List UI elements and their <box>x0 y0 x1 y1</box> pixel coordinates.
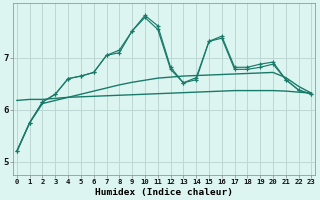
X-axis label: Humidex (Indice chaleur): Humidex (Indice chaleur) <box>95 188 233 197</box>
